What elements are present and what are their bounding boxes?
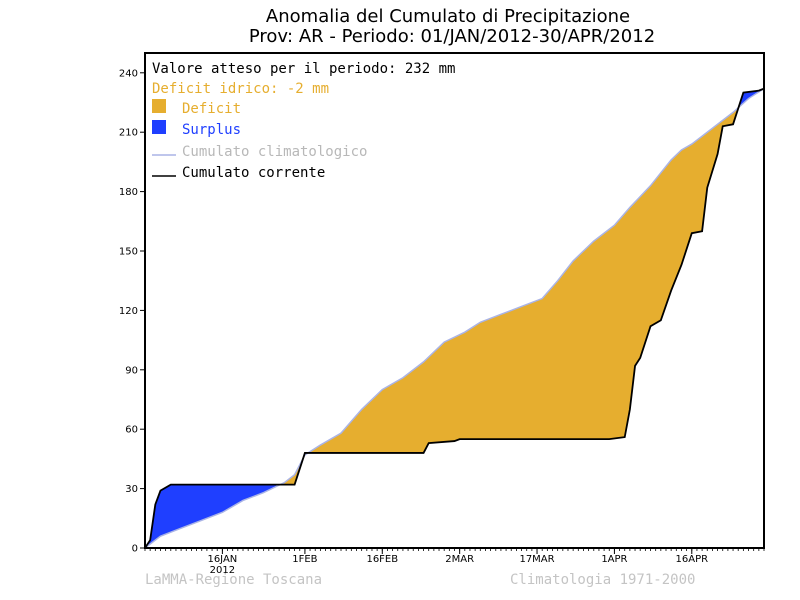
legend-deficit-label: Deficit <box>182 101 241 117</box>
y-tick-label: 30 <box>125 484 138 495</box>
deficit-area <box>145 88 764 548</box>
deficit-annotation: Deficit idrico: -2 mm <box>152 81 329 97</box>
footer-source: LaMMA-Regione Toscana <box>145 572 322 588</box>
climatological-series-line <box>144 88 765 549</box>
x-tick-label: 1APR <box>601 554 627 565</box>
chart-title: Anomalia del Cumulato di Precipitazione <box>266 6 630 27</box>
y-axis: 0 30 60 90 120 150 180 210 240 <box>119 68 145 555</box>
footer-climatology: Climatologia 1971-2000 <box>510 572 695 588</box>
x-tick-label: 16JAN <box>207 554 237 565</box>
x-tick-label: 16FEB <box>366 554 398 565</box>
x-tick-label: 1FEB <box>292 554 317 565</box>
x-tick-label: 16APR <box>676 554 709 565</box>
x-tick-sublabel: 2012 <box>210 565 235 576</box>
x-tick-label: 2MAR <box>445 554 474 565</box>
y-tick-label: 240 <box>119 68 138 79</box>
legend-surplus-label: Surplus <box>182 122 241 138</box>
legend: Valore atteso per il periodo: 232 mm Def… <box>152 61 455 181</box>
y-tick-label: 180 <box>119 187 138 198</box>
y-tick-label: 0 <box>132 544 138 555</box>
y-tick-label: 150 <box>119 247 138 258</box>
expected-value-annotation: Valore atteso per il periodo: 232 mm <box>152 61 455 77</box>
y-tick-label: 90 <box>125 365 138 376</box>
legend-surplus-swatch <box>152 120 166 134</box>
chart-subtitle: Prov: AR - Periodo: 01/JAN/2012-30/APR/2… <box>249 26 655 47</box>
surplus-area <box>145 88 764 548</box>
current-series-line <box>144 87 765 549</box>
legend-current-label: Cumulato corrente <box>182 165 325 181</box>
legend-deficit-swatch <box>152 99 166 113</box>
y-tick-label: 120 <box>119 306 138 317</box>
x-tick-label: 17MAR <box>519 554 554 565</box>
y-tick-label: 60 <box>125 425 138 436</box>
legend-climatological-label: Cumulato climatologico <box>182 144 367 160</box>
y-tick-label: 210 <box>119 128 138 139</box>
